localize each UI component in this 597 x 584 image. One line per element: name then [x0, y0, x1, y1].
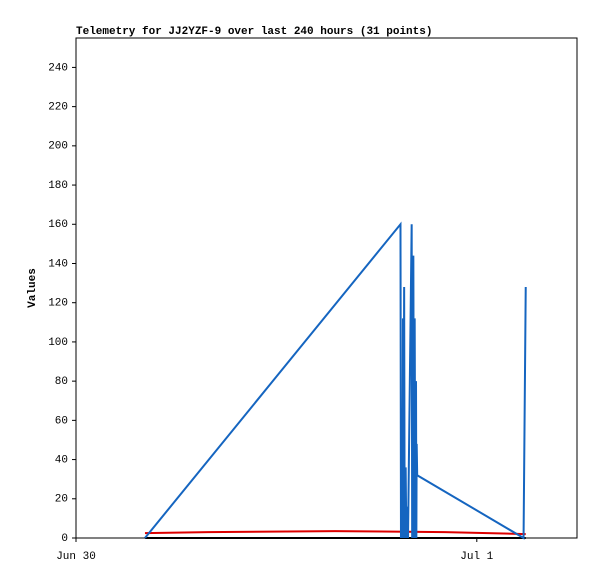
y-tick-label: 60: [55, 415, 68, 427]
x-tick-label: Jul 1: [460, 551, 493, 563]
y-tick-label: 100: [48, 337, 68, 349]
series-line: [144, 530, 526, 536]
y-tick-label: 0: [61, 533, 68, 545]
y-tick-label: 240: [48, 62, 68, 74]
y-tick-label: 140: [48, 258, 68, 270]
y-tick-label: 160: [48, 219, 68, 231]
y-tick-label: 80: [55, 376, 68, 388]
y-tick-label: 180: [48, 180, 68, 192]
y-tick-label: 200: [48, 141, 68, 153]
y-axis-label: Values: [27, 268, 39, 308]
x-tick-label: Jun 30: [56, 551, 96, 563]
chart-title: Telemetry for JJ2YZF-9 over last 240 hou…: [76, 26, 432, 38]
y-tick-label: 220: [48, 102, 68, 114]
y-tick-label: 40: [55, 454, 68, 466]
series-line: [144, 221, 527, 540]
y-tick-label: 120: [48, 298, 68, 310]
y-tick-label: 20: [55, 494, 68, 506]
